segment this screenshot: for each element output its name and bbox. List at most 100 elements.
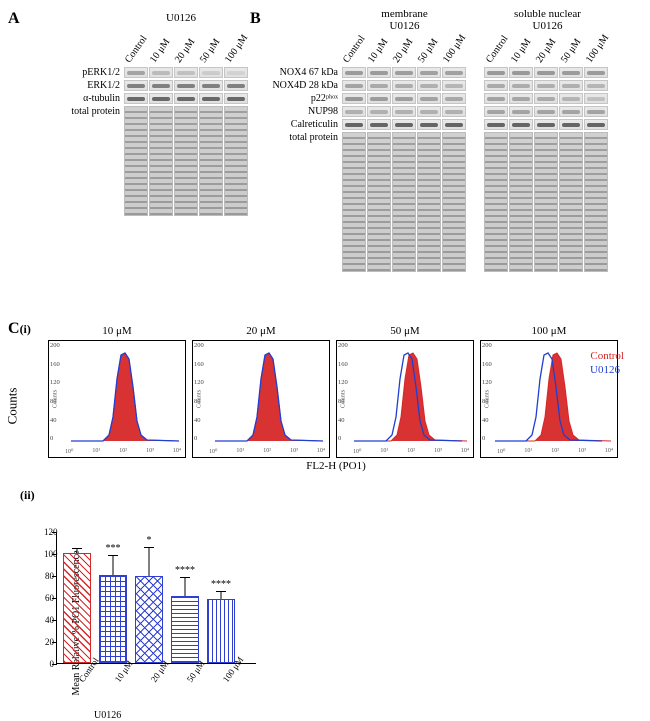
panel-a-blots: U0126 Control10 μM20 μM50 μM100 μM pERK1… bbox=[68, 22, 248, 218]
histogram: 20 μM2001601208040010⁰10¹10²10³10⁴Counts… bbox=[192, 340, 330, 458]
histogram-title: 20 μM bbox=[193, 325, 329, 337]
lane bbox=[342, 106, 366, 117]
band bbox=[127, 97, 145, 101]
band bbox=[370, 71, 388, 75]
control-histogram bbox=[215, 353, 323, 441]
panel-c-label: C(i) bbox=[8, 320, 31, 337]
x-ticks: 10⁰10¹10²10³10⁴ bbox=[209, 448, 325, 455]
panel-a-lane-labels: Control10 μM20 μM50 μM100 μM bbox=[68, 22, 248, 67]
row-label: NOX4D 28 kDa bbox=[272, 80, 342, 91]
band bbox=[562, 97, 580, 101]
y-tick bbox=[52, 598, 57, 599]
lane bbox=[442, 67, 466, 78]
band bbox=[395, 110, 413, 114]
lane bbox=[442, 93, 466, 104]
inner-counts-label: Counts bbox=[52, 390, 59, 408]
significance-label: **** bbox=[207, 579, 235, 590]
lane bbox=[224, 93, 248, 104]
band bbox=[587, 97, 605, 101]
lane bbox=[342, 67, 366, 78]
band bbox=[420, 110, 438, 114]
lane bbox=[417, 106, 441, 117]
band bbox=[587, 84, 605, 88]
total-protein-lane bbox=[224, 106, 248, 216]
bar-chart-group-label: U0126 bbox=[94, 710, 121, 721]
lane bbox=[124, 67, 148, 78]
lane bbox=[367, 93, 391, 104]
row-label: Calreticulin bbox=[272, 119, 342, 130]
error-bar bbox=[185, 578, 186, 596]
inner-counts-label: Counts bbox=[196, 390, 203, 408]
band bbox=[420, 71, 438, 75]
band bbox=[537, 123, 555, 127]
band bbox=[177, 97, 195, 101]
lane bbox=[442, 80, 466, 91]
band bbox=[487, 84, 505, 88]
band bbox=[227, 97, 245, 101]
band bbox=[487, 123, 505, 127]
lane bbox=[224, 80, 248, 91]
histogram-svg bbox=[207, 347, 325, 445]
band bbox=[127, 71, 145, 75]
row-label: α-tubulin bbox=[68, 93, 124, 104]
band bbox=[512, 110, 530, 114]
x-ticks: 10⁰10¹10²10³10⁴ bbox=[65, 448, 181, 455]
error-cap bbox=[144, 547, 154, 548]
lane-label: Control bbox=[341, 34, 368, 65]
lane bbox=[509, 93, 533, 104]
x-ticks: 10⁰10¹10²10³10⁴ bbox=[353, 448, 469, 455]
band bbox=[395, 71, 413, 75]
lane bbox=[342, 80, 366, 91]
lane bbox=[124, 80, 148, 91]
total-protein-lane bbox=[149, 106, 173, 216]
lane bbox=[484, 67, 508, 78]
band bbox=[152, 97, 170, 101]
band bbox=[587, 123, 605, 127]
band bbox=[420, 84, 438, 88]
band bbox=[445, 97, 463, 101]
band bbox=[537, 97, 555, 101]
lane bbox=[392, 80, 416, 91]
panel-c-sub-ii: (ii) bbox=[20, 488, 35, 502]
lane bbox=[224, 67, 248, 78]
error-cap bbox=[216, 591, 226, 592]
lane bbox=[534, 93, 558, 104]
band bbox=[345, 110, 363, 114]
histogram-title: 10 μM bbox=[49, 325, 185, 337]
lane bbox=[417, 80, 441, 91]
row-label: NUP98 bbox=[272, 106, 342, 117]
y-tick bbox=[52, 664, 57, 665]
band bbox=[512, 97, 530, 101]
total-protein-row: total protein bbox=[272, 132, 608, 272]
lane bbox=[392, 67, 416, 78]
band bbox=[562, 71, 580, 75]
lane bbox=[149, 93, 173, 104]
lane-label: 50 μM bbox=[416, 37, 440, 65]
lane-label: 20 μM bbox=[173, 37, 197, 65]
lane bbox=[367, 67, 391, 78]
band bbox=[562, 84, 580, 88]
lane bbox=[534, 106, 558, 117]
band bbox=[345, 97, 363, 101]
band bbox=[202, 84, 220, 88]
lane bbox=[342, 119, 366, 130]
lane bbox=[199, 67, 223, 78]
row-label: ERK1/2 bbox=[68, 80, 124, 91]
band bbox=[487, 97, 505, 101]
lane bbox=[559, 93, 583, 104]
lane bbox=[559, 67, 583, 78]
band bbox=[370, 123, 388, 127]
lane bbox=[392, 106, 416, 117]
histogram: 50 μM2001601208040010⁰10¹10²10³10⁴Counts… bbox=[336, 340, 474, 458]
x-ticks: 10⁰10¹10²10³10⁴ bbox=[497, 448, 613, 455]
total-protein-lane bbox=[484, 132, 508, 272]
band bbox=[177, 84, 195, 88]
lane bbox=[559, 119, 583, 130]
band bbox=[587, 110, 605, 114]
lane-label: 10 μM bbox=[366, 37, 390, 65]
lane bbox=[174, 67, 198, 78]
lane bbox=[417, 93, 441, 104]
lane bbox=[199, 93, 223, 104]
error-bar bbox=[113, 556, 114, 575]
band bbox=[562, 123, 580, 127]
